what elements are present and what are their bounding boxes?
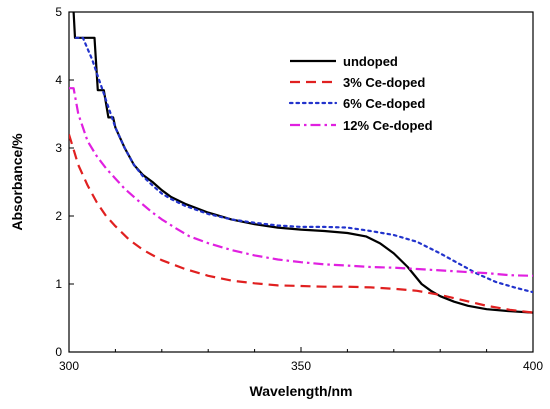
y-tick-label: 0 xyxy=(55,345,62,359)
x-axis-title: Wavelength/nm xyxy=(250,383,353,399)
y-tick-label: 2 xyxy=(55,209,62,223)
series-line-6-ce-doped xyxy=(74,36,533,294)
legend-label: 6% Ce-doped xyxy=(343,96,425,111)
y-tick-label: 3 xyxy=(55,141,62,155)
series-line-12-ce-doped xyxy=(69,87,533,277)
y-tick-label: 1 xyxy=(55,277,62,291)
y-tick-label: 4 xyxy=(55,73,62,87)
y-axis-title: Absorbance/% xyxy=(9,133,25,231)
series-line-3-ce-doped xyxy=(69,134,533,314)
legend: undoped 3% Ce-doped 6% Ce-doped 12% Ce-dope… xyxy=(288,54,433,133)
legend-label: 12% Ce-doped xyxy=(343,118,433,133)
x-tick-label: 350 xyxy=(291,359,311,373)
series-lines xyxy=(69,12,533,314)
legend-label: 3% Ce-doped xyxy=(343,75,425,90)
legend-label: undoped xyxy=(343,54,398,69)
x-tick-label: 300 xyxy=(59,359,79,373)
axis-ticks: 300 350 400 0 1 2 3 4 5 xyxy=(55,5,543,373)
y-tick-label: 5 xyxy=(55,5,62,19)
x-tick-label: 400 xyxy=(523,359,543,373)
